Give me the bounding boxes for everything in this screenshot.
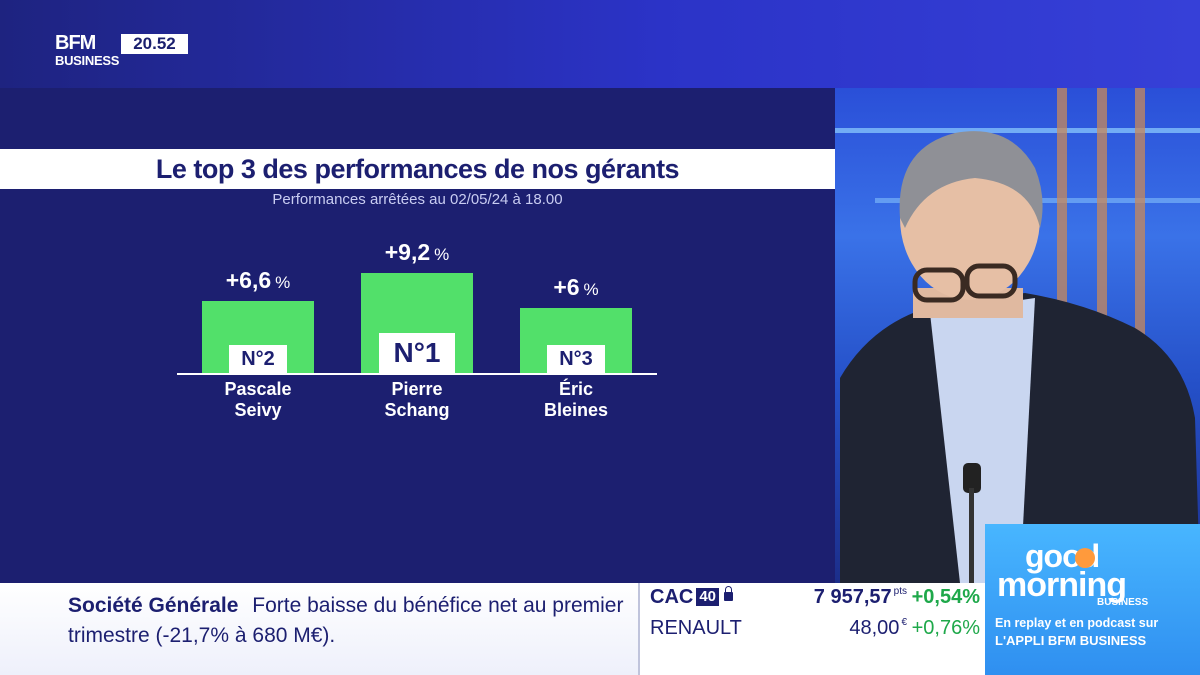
manager-name-line: Pascale [224, 379, 292, 399]
presenter [840, 131, 1200, 583]
promo-business: BUSINESS [1097, 597, 1149, 608]
index-value: 7 957,57 [813, 586, 892, 608]
value-unit: % [434, 245, 450, 264]
value-unit: % [275, 273, 291, 292]
ranking-graphic: Le top 3 des performances de nos gérants… [0, 88, 835, 583]
top-band: BFM BUSINESS 20.52 [0, 0, 1200, 88]
good-morning-promo: good morning BUSINESS En replay et en po… [985, 524, 1200, 675]
manager-name-line: Bleines [543, 400, 609, 420]
index-badge: 40 [696, 588, 720, 606]
rank-label-3: N°3 [547, 345, 605, 373]
promo-line1: En replay et en podcast sur [995, 616, 1159, 630]
manager-name-1: Pascale Seivy [178, 379, 338, 421]
value-number: +6 [553, 274, 580, 300]
logo-business: BUSINESS [55, 53, 120, 68]
studio-light [835, 128, 1200, 133]
performance-chart: N°2 +6,6% Pascale Seivy N°1 +9,2% Pierre Schang… [170, 218, 670, 448]
rank-label-1: N°2 [229, 345, 287, 373]
manager-name-line: Pierre [391, 379, 443, 399]
index-change: +0,54% [911, 586, 980, 608]
promo-morning: morning [997, 566, 1127, 604]
value-unit: % [583, 280, 599, 299]
logo-bfm: BFM [55, 32, 96, 54]
studio-pillar [1135, 88, 1145, 388]
index-unit: pts [893, 586, 907, 597]
graphic-title: Le top 3 des performances de nos gérants [155, 154, 680, 184]
manager-name-line: Seivy [234, 400, 282, 420]
ticker-divider [638, 583, 640, 675]
manager-name-3: Éric Bleines [496, 379, 656, 421]
graphic-subtitle: Performances arrêtées au 02/05/24 à 18.0… [272, 191, 563, 208]
clock: 20.52 [121, 34, 188, 54]
manager-name-line: Schang [384, 400, 450, 420]
manager-name-2: Pierre Schang [337, 379, 497, 421]
quote-row-stock: RENAULT 48,00 € +0,76% [640, 617, 985, 647]
news-company: Société Générale [68, 594, 239, 617]
index-name: CAC [650, 586, 694, 608]
news-headline: Forte baisse du bénéfice net au premier … [68, 594, 624, 647]
stock-change: +0,76% [911, 617, 980, 639]
lock-icon [724, 586, 734, 601]
title-bar: Le top 3 des performances de nos gérants [0, 149, 835, 189]
news-headline-box: Société Générale Forte baisse du bénéfic… [0, 583, 638, 675]
rank-label-2: N°1 [379, 333, 455, 373]
value-number: +9,2 [384, 239, 431, 265]
studio-pillar [1057, 88, 1067, 388]
studio-pillar [1097, 88, 1107, 388]
value-label-3: +6% [496, 274, 656, 301]
quote-row-index: CAC 40 7 957,57 pts +0,54% [640, 586, 985, 616]
stock-unit: € [901, 617, 907, 628]
news-ticker: Société Générale Forte baisse du bénéfic… [0, 583, 985, 675]
stock-name: RENAULT [650, 617, 742, 639]
stock-value: 48,00 [849, 617, 900, 639]
value-number: +6,6 [225, 267, 272, 293]
bfm-business-logo: BFM BUSINESS [55, 33, 119, 73]
promo-line2: L'APPLI BFM BUSINESS [995, 633, 1147, 648]
chart-baseline [177, 373, 657, 375]
value-label-1: +6,6% [178, 267, 338, 294]
market-quotes: CAC 40 7 957,57 pts +0,54% RENAULT 48,00 € … [640, 583, 985, 675]
value-label-2: +9,2% [337, 239, 497, 266]
studio-presenter-image [835, 88, 1200, 583]
sun-icon [1075, 548, 1095, 568]
manager-name-line: Éric [558, 379, 594, 399]
